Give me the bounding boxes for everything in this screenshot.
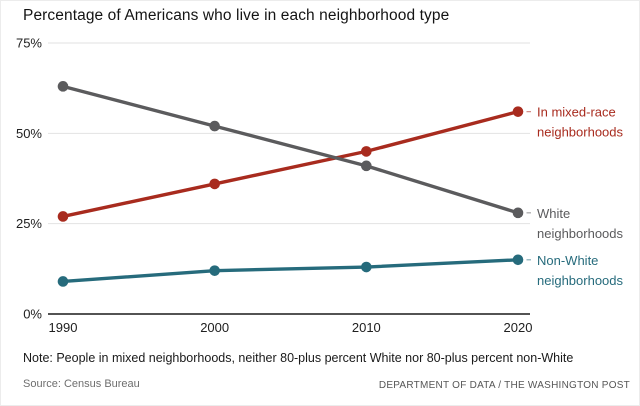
series-end-label: neighborhoods xyxy=(537,273,624,288)
series-line xyxy=(61,84,520,215)
y-axis-tick-label: 75% xyxy=(16,36,42,51)
chart-note: Note: People in mixed neighborhoods, nei… xyxy=(23,351,574,365)
data-point xyxy=(209,178,220,190)
data-point xyxy=(361,160,372,172)
series-line xyxy=(61,258,520,284)
data-point xyxy=(361,261,372,273)
data-point xyxy=(361,146,372,157)
data-point xyxy=(512,207,524,219)
series-line xyxy=(61,109,520,219)
data-point xyxy=(512,106,524,117)
series-end-label: In mixed-race xyxy=(537,105,616,120)
data-point xyxy=(209,120,220,132)
x-axis-tick-label: 2010 xyxy=(352,320,381,335)
data-point xyxy=(512,254,524,266)
source-credit: Source: Census Bureau xyxy=(23,378,140,390)
publisher-attribution: DEPARTMENT OF DATA / THE WASHINGTON POST xyxy=(378,380,630,391)
x-axis-tick-label: 1990 xyxy=(49,320,78,335)
x-axis-tick-label: 2000 xyxy=(200,320,229,335)
y-axis-tick-label: 0% xyxy=(23,307,42,322)
data-point xyxy=(57,276,69,287)
data-point xyxy=(209,265,220,276)
y-axis-tick-label: 25% xyxy=(16,216,42,231)
series-end-label: White xyxy=(537,206,570,221)
data-point xyxy=(57,211,69,222)
y-axis-tick-label: 50% xyxy=(16,126,42,141)
series-end-label: Non-White xyxy=(537,253,598,268)
series-end-label: neighborhoods xyxy=(537,226,624,241)
chart-title: Percentage of Americans who live in each… xyxy=(23,7,450,24)
series-end-label: neighborhoods xyxy=(537,125,624,140)
x-axis-tick-label: 2020 xyxy=(504,320,533,335)
line-chart-canvas: 75% 50% 25% 0% 1990 2000 2010 2020 In mixed-race… xyxy=(16,36,624,336)
data-point xyxy=(57,81,69,92)
